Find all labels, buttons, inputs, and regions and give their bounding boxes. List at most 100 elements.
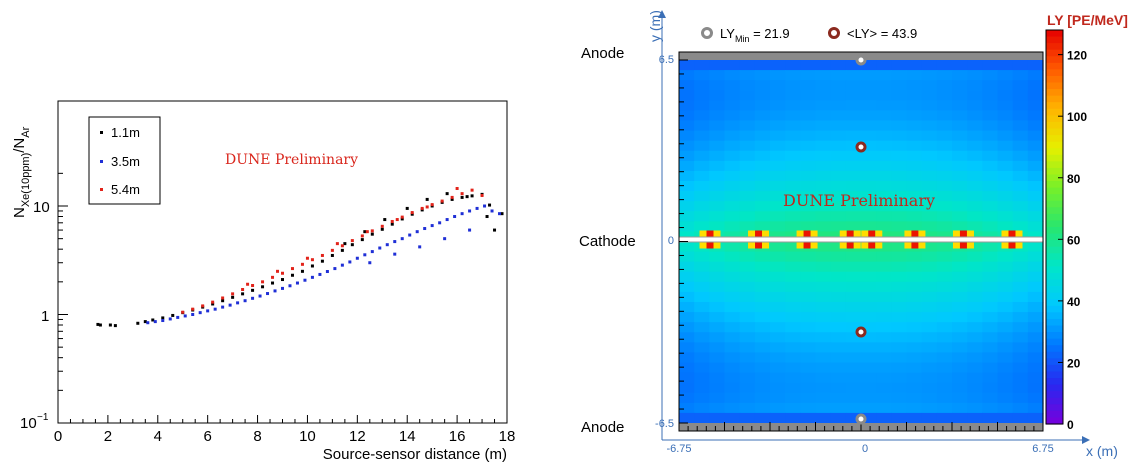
scatter-point [475,206,479,210]
heatmap-cell [891,281,908,293]
colorbar-tick-label: 120 [1067,49,1087,63]
heatmap-cell [891,372,908,384]
scatter-point [295,281,299,285]
heatmap-cell [861,352,877,364]
heatmap-cell [891,322,908,333]
scatter-point [281,278,284,282]
heatmap-cell [997,281,1014,293]
heat-x-axis-arrowhead [1082,436,1090,444]
heatmap-cell [967,382,983,394]
scatter-point [363,253,367,257]
heatmap-cell [952,160,968,172]
heatmap-cell [861,261,877,273]
heatmap-cell [800,110,817,122]
heatmap-cell [709,362,726,374]
heatmap-cell [694,170,710,182]
heatmap-cell [891,181,908,192]
heatmap-cell [845,90,862,101]
heatmap-cell [921,110,938,122]
heatmap-cell [709,302,726,313]
heatmap-cell [724,201,741,212]
heatmap-cell [891,110,908,122]
heatmap-cell [770,362,786,374]
scatter-point [390,222,394,226]
heatmap-cell [679,322,695,333]
scatter-point [236,301,240,305]
heatmap-cell [997,140,1014,152]
heatmap-cell [997,160,1014,172]
legend-marker-5-4m [100,188,103,191]
legend-marker-3-5m [100,160,103,163]
heatmap-cell [876,170,892,182]
heatmap-cell [709,322,726,333]
heatmap-cell [754,271,771,283]
scatter-point [288,284,292,288]
scatter-point [251,288,255,292]
heatmap-cell [800,211,817,222]
scatter-y-axis-label: NXe(10ppm)/NAr [11,126,32,218]
heatmap-cell [770,60,786,71]
heatmap-cell [936,352,953,364]
scatter-point [241,287,245,291]
heatmap-cell [800,352,817,364]
heatmap-cell [921,302,938,313]
y-tick-label-low-base: 10 [20,415,37,432]
heatmap-cell [785,211,801,222]
scatter-point [258,294,262,298]
cathode-plane [678,236,1044,243]
heatmap-cell [982,251,999,263]
scatter-point [468,209,472,213]
heatmap-cell [997,191,1014,202]
heatmap-cell [679,241,695,253]
heatmap-cell [967,372,983,384]
heatmap-cell [739,181,756,192]
scatter-point [380,224,384,228]
heatmap-cell [724,241,741,253]
heatmap-cell [936,302,953,313]
heatmap-cell [982,412,999,424]
heatmap-cell [921,382,938,394]
heatmap-cell [800,100,817,112]
heatmap-cell [739,372,756,384]
x-tick-label: 6 [203,428,211,445]
heatmap-cell [952,302,968,313]
heatmap-cell [845,211,862,222]
heatmap-cell [815,362,832,374]
heatmap-cell [830,160,847,172]
colorbar-segment [1046,397,1063,405]
y-label-mid: /N [11,138,28,153]
heatmap-cell [800,382,817,394]
heatmap-cell [967,261,983,273]
heatmap-cell [982,70,999,81]
heatmap-cell [1012,120,1029,132]
heatmap-cell [891,241,908,253]
heatmap-cell [936,170,953,182]
heatmap-cell [952,412,968,424]
scatter-point [390,219,394,223]
heatmap-cell [861,120,877,132]
scatter-point [500,212,504,216]
heatmap-cell [936,130,953,142]
heatmap-cell [709,392,726,404]
colorbar-segment [1046,200,1063,208]
heatmap-cell [906,312,923,323]
min-ly-marker [855,413,867,425]
heatmap-cell [861,60,877,71]
heatmap-cell [845,322,862,333]
heatmap-cell [679,392,695,404]
heatmap-cell [1027,281,1044,293]
heatmap-cell [967,352,983,364]
heatmap-cell [891,120,908,132]
heatmap-cell [830,181,847,192]
heatmap-cell [952,90,968,101]
heatmap-cell [754,100,771,112]
heatmap-cell [967,70,983,81]
heatmap-cell [739,221,756,233]
heatmap-cell [845,110,862,122]
heatmap-cell [815,120,832,132]
heatmap-cell [754,382,771,394]
heatmap-cell [770,281,786,293]
heatmap-cell [694,70,710,81]
scatter-point [485,215,489,219]
heatmap-cell [861,90,877,101]
